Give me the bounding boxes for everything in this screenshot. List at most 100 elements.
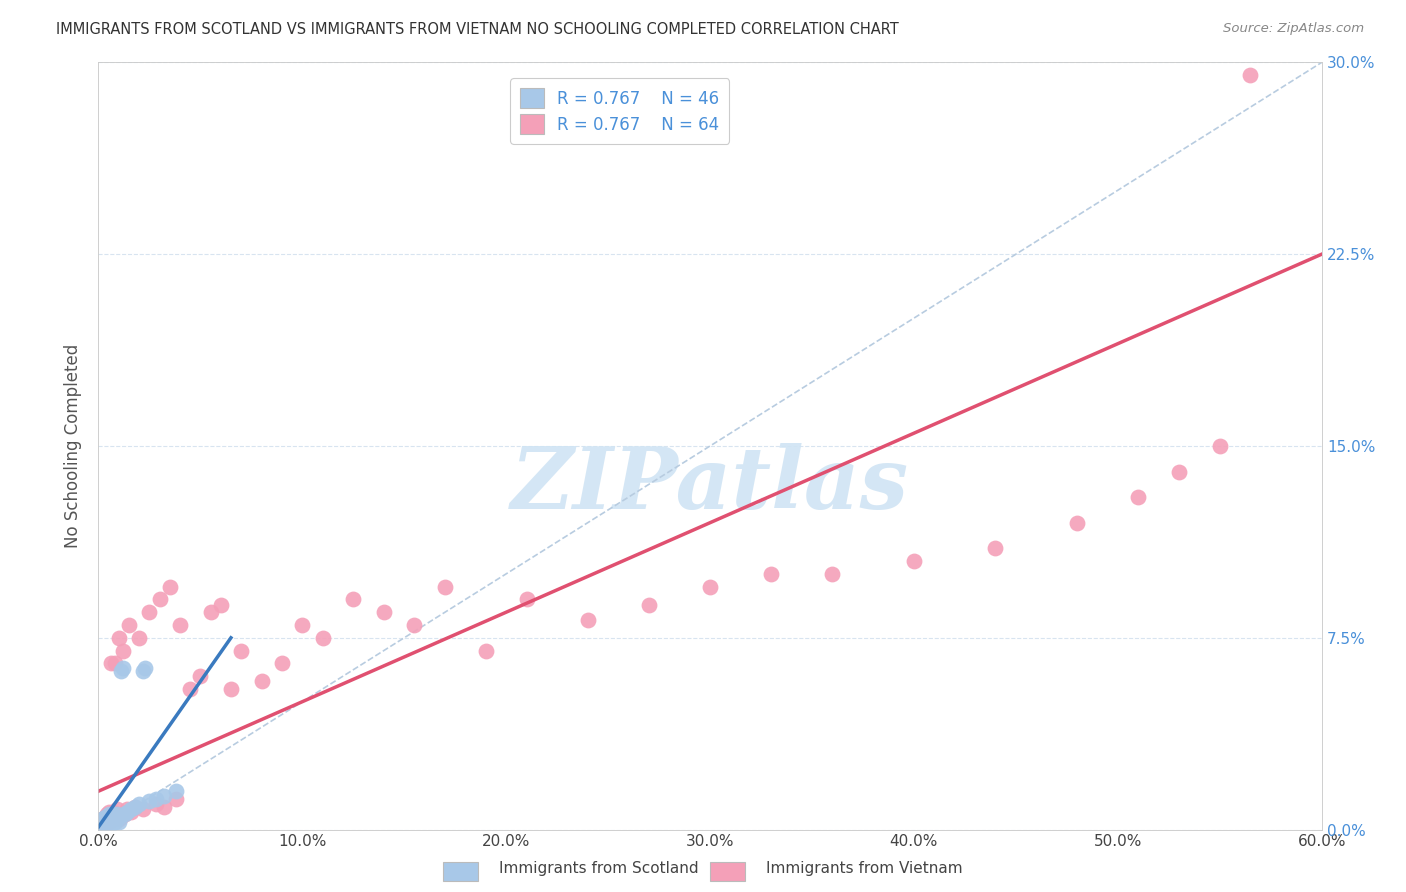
Point xyxy=(124,799,146,814)
Point xyxy=(165,784,187,798)
Point xyxy=(100,817,122,831)
Point xyxy=(231,643,253,657)
Point xyxy=(152,789,174,804)
Point xyxy=(404,618,426,632)
Point xyxy=(165,792,187,806)
Point xyxy=(100,813,122,827)
Legend: R = 0.767    N = 46, R = 0.767    N = 64: R = 0.767 N = 46, R = 0.767 N = 64 xyxy=(510,78,730,144)
Point xyxy=(118,618,141,632)
Point xyxy=(89,814,111,829)
Point xyxy=(89,817,111,831)
Point xyxy=(100,813,122,827)
Point xyxy=(110,810,132,824)
Point xyxy=(637,598,661,612)
Point xyxy=(91,820,114,834)
Point xyxy=(91,813,114,827)
Point xyxy=(474,643,498,657)
Point xyxy=(93,817,115,831)
Point xyxy=(89,817,111,831)
Point xyxy=(115,802,138,816)
Point xyxy=(97,807,120,822)
Point xyxy=(250,674,273,689)
Point xyxy=(821,566,844,581)
Text: ZIPatlas: ZIPatlas xyxy=(510,442,910,526)
Point xyxy=(93,814,115,829)
Point xyxy=(270,657,294,671)
Point xyxy=(903,554,925,568)
Point xyxy=(96,810,118,824)
Point xyxy=(93,810,115,824)
Point xyxy=(91,813,114,827)
Point xyxy=(101,813,124,827)
Point xyxy=(104,810,127,824)
Point xyxy=(188,669,212,683)
Point xyxy=(108,813,131,827)
Point xyxy=(373,605,395,619)
Point xyxy=(105,810,128,824)
Point xyxy=(1066,516,1088,530)
Point xyxy=(516,592,538,607)
Point xyxy=(291,618,314,632)
Point xyxy=(108,814,131,829)
Point xyxy=(114,807,136,822)
Point xyxy=(120,802,142,816)
Point xyxy=(93,810,115,824)
Point xyxy=(105,807,128,822)
Point xyxy=(105,813,128,827)
Point xyxy=(89,820,111,834)
Point xyxy=(128,797,150,811)
Point xyxy=(101,813,124,827)
Point xyxy=(100,657,122,671)
Point xyxy=(96,814,118,829)
Point xyxy=(101,805,124,819)
Point xyxy=(138,794,160,808)
Point xyxy=(200,605,222,619)
Point xyxy=(114,807,136,822)
Point xyxy=(104,814,127,829)
Point xyxy=(89,820,111,834)
Point xyxy=(761,566,783,581)
Point xyxy=(120,805,142,819)
Point xyxy=(149,592,172,607)
Point xyxy=(134,661,156,675)
Point xyxy=(111,643,134,657)
Point xyxy=(152,799,174,814)
Point xyxy=(128,631,150,645)
Point xyxy=(101,807,124,822)
Point xyxy=(108,631,131,645)
Point xyxy=(104,810,127,824)
Point xyxy=(124,799,146,814)
Point xyxy=(97,814,120,829)
Point xyxy=(179,681,201,696)
Point xyxy=(576,613,599,627)
Point xyxy=(91,817,114,831)
Text: Immigrants from Scotland: Immigrants from Scotland xyxy=(499,861,699,876)
Point xyxy=(138,605,160,619)
Text: Immigrants from Vietnam: Immigrants from Vietnam xyxy=(766,861,963,876)
Point xyxy=(105,802,128,816)
Point xyxy=(89,814,111,829)
Point xyxy=(145,792,167,806)
Point xyxy=(159,580,181,594)
Point xyxy=(96,814,118,829)
Point xyxy=(342,592,364,607)
Point xyxy=(1209,439,1232,453)
Point xyxy=(169,618,191,632)
Point xyxy=(101,814,124,829)
Point xyxy=(111,661,134,675)
Point xyxy=(115,805,138,819)
Y-axis label: No Schooling Completed: No Schooling Completed xyxy=(65,344,83,548)
Point xyxy=(96,807,118,822)
Point xyxy=(110,664,132,678)
Text: IMMIGRANTS FROM SCOTLAND VS IMMIGRANTS FROM VIETNAM NO SCHOOLING COMPLETED CORRE: IMMIGRANTS FROM SCOTLAND VS IMMIGRANTS F… xyxy=(56,22,898,37)
Point xyxy=(434,580,457,594)
Point xyxy=(1128,490,1150,504)
Point xyxy=(97,814,120,829)
Point xyxy=(1167,465,1189,479)
Point xyxy=(312,631,335,645)
Point xyxy=(132,664,155,678)
Point xyxy=(97,810,120,824)
Point xyxy=(108,810,131,824)
Point xyxy=(93,813,115,827)
Text: Source: ZipAtlas.com: Source: ZipAtlas.com xyxy=(1223,22,1364,36)
